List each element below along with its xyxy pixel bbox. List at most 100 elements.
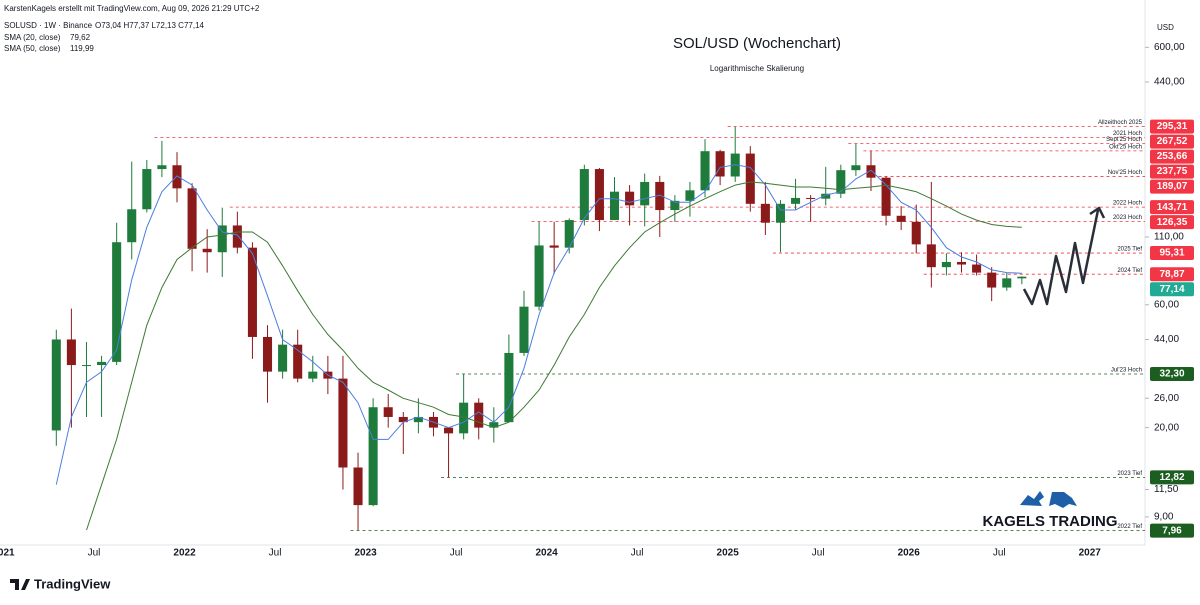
ohlc: O73,04 H77,37 L72,13 C77,14	[95, 21, 205, 30]
x-tick-label: Jul	[269, 548, 282, 559]
legend-value: 79,62	[70, 33, 91, 42]
candle-body	[625, 191, 635, 206]
candle-body	[534, 245, 544, 307]
candle-body	[685, 190, 695, 201]
candle-body	[700, 151, 710, 191]
candle-body	[866, 165, 876, 178]
bull-icon	[1020, 491, 1044, 506]
candle-body	[791, 197, 801, 204]
price-box-label: 189,07	[1157, 181, 1188, 192]
candle-body	[413, 416, 423, 423]
candle-body	[956, 261, 967, 265]
candle-body	[293, 344, 303, 379]
x-tick-label: 2024	[535, 548, 558, 559]
brand-icon	[10, 579, 30, 590]
candle-body	[474, 402, 484, 428]
y-tick-label: 44,00	[1154, 334, 1179, 345]
level-label: 2022 Tief	[1117, 524, 1142, 530]
level-label: 2021 Hoch	[1113, 131, 1142, 137]
price-box	[1150, 149, 1194, 164]
candle-body	[896, 215, 906, 222]
price-box	[1150, 267, 1194, 282]
candle-body	[987, 272, 997, 288]
x-tick-label: 2021	[0, 548, 15, 559]
candle-body	[217, 225, 227, 253]
level-label: 2024 Tief	[1117, 268, 1142, 274]
candle-body	[127, 209, 137, 243]
candle-body	[142, 169, 152, 210]
legend-value: 119,99	[70, 44, 94, 53]
candle-body	[278, 344, 288, 372]
candle-body	[640, 181, 650, 206]
candle-body	[51, 339, 61, 431]
candle-body	[112, 242, 122, 362]
level-label: Sept'25 Hoch	[1106, 137, 1142, 143]
candle-body	[821, 193, 831, 199]
sma-line	[86, 181, 1022, 531]
projection-arrowhead	[1089, 206, 1106, 219]
legend-name: SMA (50, close)	[4, 44, 61, 53]
price-box-label: 267,52	[1157, 136, 1188, 147]
footer: TradingView	[10, 576, 111, 591]
candle-body	[353, 467, 363, 506]
y-tick-label: 60,00	[1154, 299, 1179, 310]
x-tick-label: 2027	[1079, 548, 1102, 559]
x-tick-label: Jul	[450, 548, 463, 559]
candle-body	[338, 378, 348, 468]
symbol: SOLUSD · 1W · Binance	[4, 21, 93, 30]
level-label: Allzeithoch 2025	[1098, 120, 1143, 126]
y-tick-label: 26,00	[1154, 393, 1179, 404]
candle-body	[579, 169, 589, 221]
candle-body	[232, 225, 242, 248]
projection-path	[1022, 209, 1100, 306]
y-tick-label: 20,00	[1154, 422, 1179, 433]
price-box-label: 126,35	[1157, 217, 1188, 228]
candle-body	[670, 200, 680, 211]
plot-area	[51, 126, 1145, 532]
price-box	[1150, 282, 1194, 297]
level-label: 2023 Tief	[1117, 471, 1142, 477]
price-box	[1150, 200, 1194, 215]
candle-body	[775, 203, 785, 223]
candle-body	[881, 177, 891, 216]
price-box-label: 12,82	[1159, 472, 1184, 483]
price-box	[1150, 119, 1194, 134]
x-tick-label: 2026	[898, 548, 921, 559]
price-box-label: 77,14	[1159, 284, 1184, 295]
price-box-label: 7,96	[1162, 525, 1182, 536]
x-tick-label: 2022	[173, 548, 196, 559]
projection	[1022, 206, 1106, 306]
candle-body	[308, 371, 318, 379]
level-label: Nov'25 Hoch	[1108, 170, 1142, 176]
y-tick-label: 9,00	[1154, 512, 1174, 523]
price-box-label: 143,71	[1157, 202, 1188, 213]
brand: TradingView	[34, 576, 111, 591]
candle-body	[66, 339, 76, 366]
price-box	[1150, 134, 1194, 149]
y-tick-label: 110,00	[1154, 232, 1184, 243]
candle-body	[459, 402, 469, 434]
candle-body	[594, 169, 604, 221]
candle-body	[383, 407, 393, 417]
candle-body	[926, 244, 936, 268]
sma-line	[55, 164, 1022, 485]
price-box	[1150, 164, 1194, 179]
price-box-label: 253,66	[1157, 151, 1188, 162]
candle-body	[519, 306, 529, 353]
price-box	[1150, 215, 1194, 230]
candle-body	[745, 153, 755, 204]
candle-body	[1002, 278, 1012, 288]
level-label: 2023 Hoch	[1113, 215, 1142, 221]
candle-body	[444, 427, 454, 434]
candle-body	[489, 422, 499, 428]
y-axis-label: USD	[1157, 23, 1174, 32]
candle-body	[262, 336, 273, 372]
candle-body	[564, 220, 574, 248]
x-tick-label: Jul	[993, 548, 1006, 559]
candle-body	[760, 203, 770, 223]
price-box	[1150, 179, 1194, 194]
candle-body	[715, 151, 725, 177]
price-box-label: 237,75	[1157, 166, 1188, 177]
price-box	[1150, 246, 1194, 261]
